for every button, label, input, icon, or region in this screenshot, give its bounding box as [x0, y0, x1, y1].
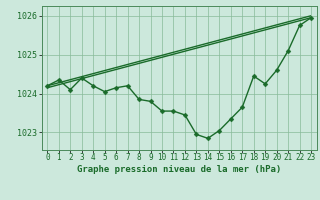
- X-axis label: Graphe pression niveau de la mer (hPa): Graphe pression niveau de la mer (hPa): [77, 165, 281, 174]
